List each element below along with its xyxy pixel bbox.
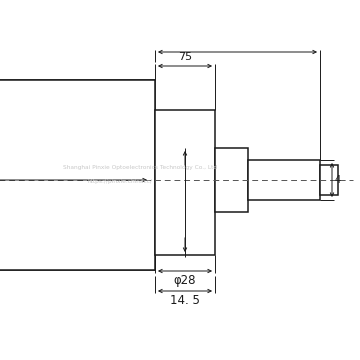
Text: 14. 5: 14. 5 bbox=[170, 294, 200, 307]
Bar bbox=[248, 160, 320, 200]
Bar bbox=[0, 80, 155, 270]
Text: Shanghai Pinxie Optoelectronics Technology Co., Ltd: Shanghai Pinxie Optoelectronics Technolo… bbox=[63, 166, 217, 171]
Text: https://pinxie.chinacc/: https://pinxie.chinacc/ bbox=[87, 180, 153, 184]
Bar bbox=[215, 148, 248, 212]
Bar bbox=[0, 80, 155, 270]
Text: 4: 4 bbox=[335, 175, 341, 185]
Bar bbox=[320, 165, 338, 195]
Bar bbox=[155, 110, 215, 255]
Text: φ28: φ28 bbox=[174, 274, 196, 287]
Text: 75: 75 bbox=[178, 52, 192, 62]
